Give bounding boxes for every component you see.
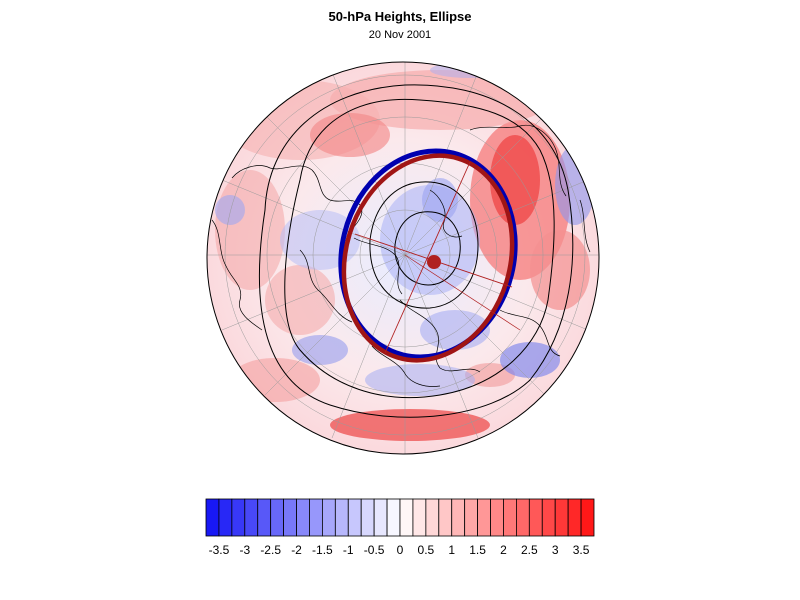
colorbar-swatch bbox=[516, 498, 530, 537]
colorbar-swatch bbox=[270, 498, 284, 537]
colorbar-swatch bbox=[425, 498, 440, 537]
colorbar-swatch bbox=[503, 498, 517, 537]
colorbar-swatch bbox=[309, 498, 323, 537]
observed-ellipse bbox=[338, 148, 518, 360]
colorbar-tick-label: 1.5 bbox=[469, 543, 486, 557]
colorbar-swatch bbox=[296, 498, 310, 537]
globe-outline bbox=[206, 61, 600, 455]
colorbar-tick-label: -1.5 bbox=[312, 543, 333, 557]
colorbar-tick-label: 2 bbox=[500, 543, 507, 557]
colorbar-swatch bbox=[347, 498, 362, 537]
colorbar-swatch bbox=[360, 498, 375, 537]
colorbar-tick-label: 0 bbox=[397, 543, 404, 557]
colorbar-swatch bbox=[244, 498, 259, 537]
colorbar-tick-label: -2 bbox=[291, 543, 302, 557]
colorbar-tick-label: 2.5 bbox=[521, 543, 538, 557]
colorbar-tick-label: 3 bbox=[552, 543, 559, 557]
ellipse-major-axis bbox=[384, 161, 471, 354]
height-contours bbox=[259, 84, 574, 418]
colorbar-tick-label: 0.5 bbox=[418, 543, 435, 557]
climatology-ellipse bbox=[341, 153, 515, 363]
colorbar-tick-label: -3.5 bbox=[209, 543, 230, 557]
colorbar-swatch bbox=[567, 498, 582, 537]
colorbar-swatch bbox=[399, 498, 414, 537]
colorbar-tick-label: 3.5 bbox=[573, 543, 590, 557]
colorbar-swatch bbox=[490, 498, 504, 537]
colorbar-tick-label: -3 bbox=[239, 543, 250, 557]
colorbar-swatch bbox=[438, 498, 453, 537]
colorbar-swatch bbox=[205, 498, 220, 537]
colorbar-swatch bbox=[554, 498, 569, 537]
colorbar-swatch bbox=[477, 498, 491, 537]
colorbar-tick-label: -2.5 bbox=[260, 543, 281, 557]
ellipse-orientation-line bbox=[404, 254, 521, 331]
colorbar-swatch bbox=[386, 498, 401, 537]
colorbar-tick-label: 1 bbox=[448, 543, 455, 557]
colorbar-swatch bbox=[373, 498, 388, 537]
colorbar-swatch bbox=[218, 498, 233, 537]
map-date: 20 Nov 2001 bbox=[368, 29, 432, 41]
colorbar-tick-label: -0.5 bbox=[364, 543, 385, 557]
graticule bbox=[207, 62, 599, 454]
colorbar-swatch bbox=[321, 498, 336, 537]
colorbar-swatch bbox=[464, 498, 478, 537]
map-title: 50-hPa Heights, Ellipse bbox=[328, 9, 472, 24]
colorbar-swatch bbox=[283, 498, 297, 537]
ellipse-center-marker bbox=[427, 255, 441, 269]
colorbar-swatch bbox=[528, 498, 543, 537]
colorbar-swatch bbox=[580, 498, 595, 537]
ellipse-overlay bbox=[338, 148, 521, 363]
colorbar-swatch bbox=[231, 498, 246, 537]
coastlines bbox=[211, 124, 591, 387]
colorbar-tick-label: -1 bbox=[343, 543, 354, 557]
colorbar-swatch bbox=[451, 498, 466, 537]
colorbar-swatch bbox=[257, 498, 272, 537]
colorbar-swatch bbox=[541, 498, 556, 537]
colorbar-swatch bbox=[334, 498, 349, 537]
colorbar-swatch bbox=[412, 498, 427, 537]
